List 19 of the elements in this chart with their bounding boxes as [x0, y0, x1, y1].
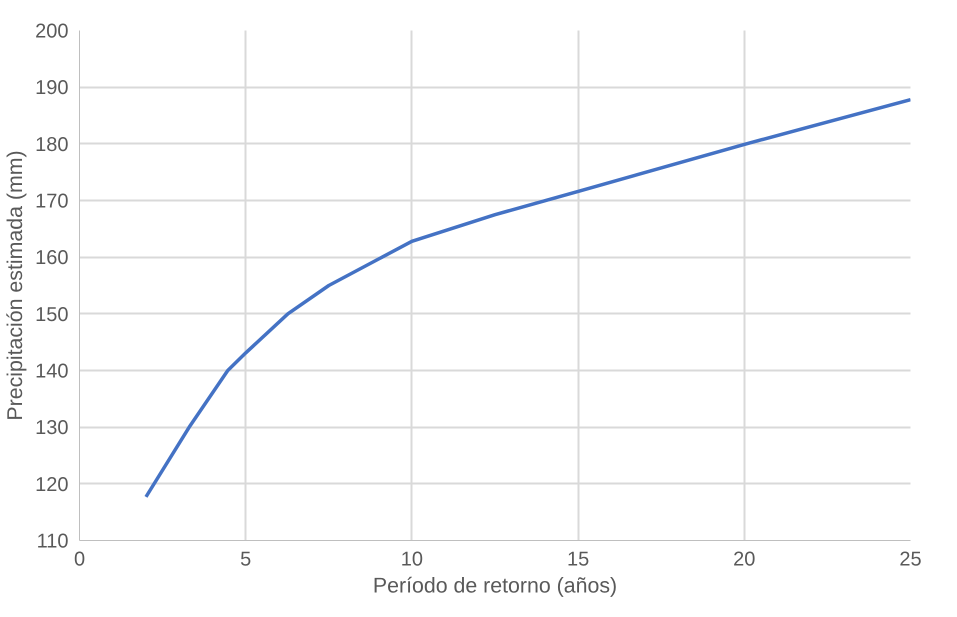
y-tick-label: 150 [35, 304, 69, 326]
x-tick-label: 25 [899, 548, 922, 570]
x-tick-label: 15 [566, 548, 590, 570]
y-tick-label: 190 [35, 77, 69, 100]
x-tick-label: 20 [733, 548, 756, 570]
y-axis-title: Precipitación estimada (mm) [3, 150, 28, 421]
y-tick-label: 130 [35, 417, 69, 440]
y-tick-label: 200 [35, 20, 69, 42]
y-tick-label: 140 [35, 360, 69, 382]
y-tick-label: 120 [35, 474, 69, 496]
x-tick-label: 0 [74, 548, 86, 570]
y-tick-label: 160 [35, 247, 69, 270]
x-tick-label: 10 [400, 548, 424, 570]
y-tick-label: 170 [35, 190, 69, 212]
x-tick-label: 5 [240, 548, 252, 570]
line-series [144, 98, 910, 499]
x-axis-title: Período de retorno (años) [372, 574, 618, 598]
y-tick-label: 180 [35, 134, 69, 156]
y-tick-label: 110 [36, 530, 69, 552]
